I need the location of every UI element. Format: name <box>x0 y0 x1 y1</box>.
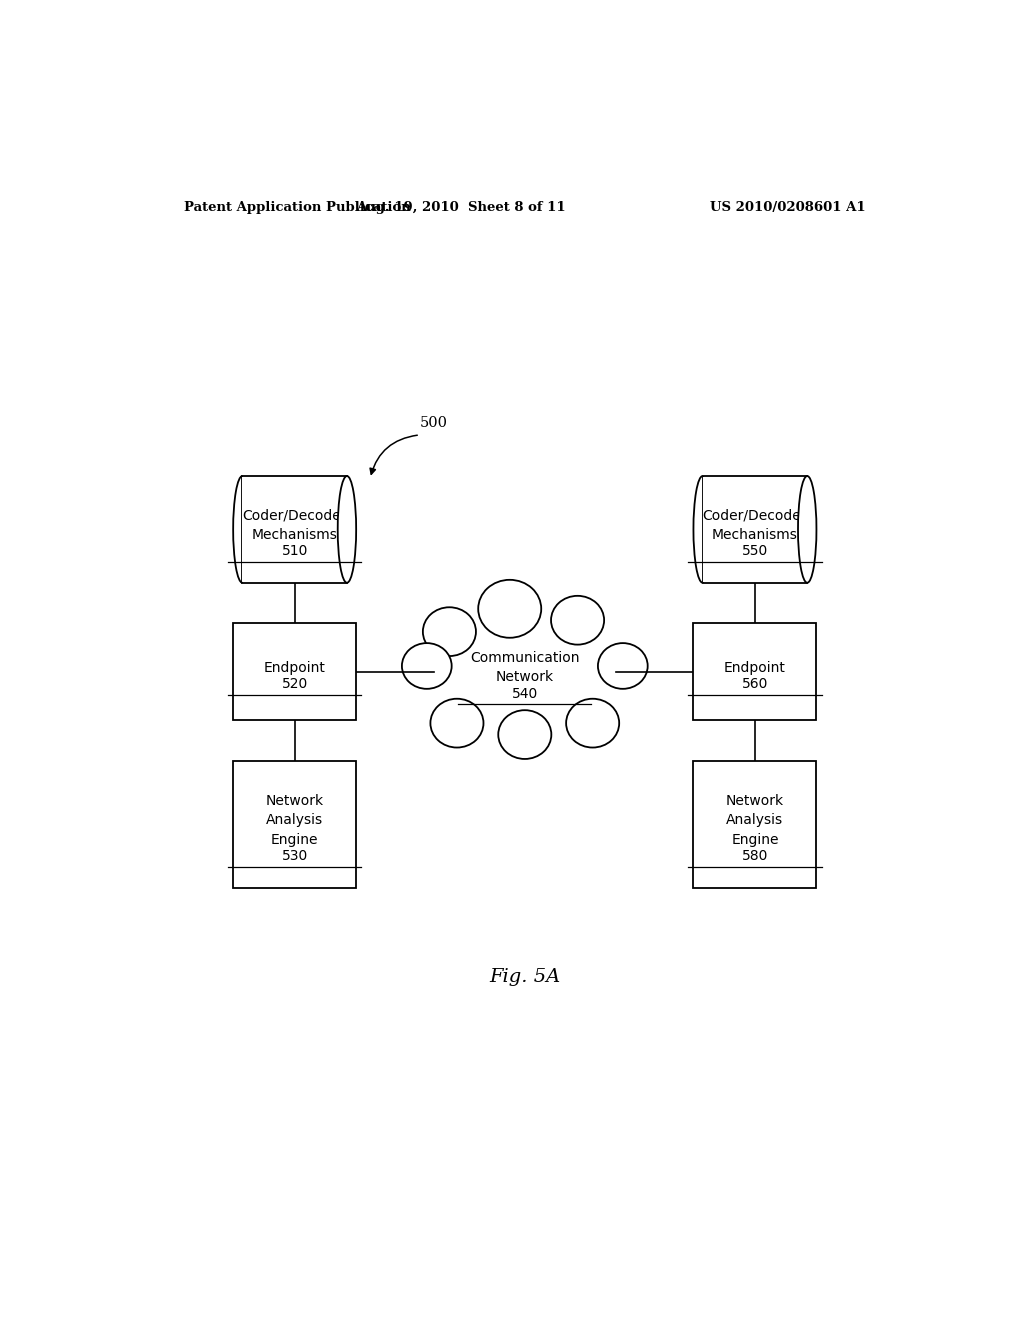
Text: US 2010/0208601 A1: US 2010/0208601 A1 <box>711 201 866 214</box>
Text: Patent Application Publication: Patent Application Publication <box>183 201 411 214</box>
Text: Engine: Engine <box>271 833 318 846</box>
Text: Endpoint: Endpoint <box>264 661 326 675</box>
Bar <box>693 623 816 719</box>
Text: Mechanisms: Mechanisms <box>712 528 798 543</box>
Text: Fig. 5A: Fig. 5A <box>489 968 560 986</box>
Text: 520: 520 <box>282 677 308 692</box>
Text: 540: 540 <box>512 686 538 701</box>
Text: Engine: Engine <box>731 833 778 846</box>
Text: Communication: Communication <box>470 651 580 665</box>
Text: Endpoint: Endpoint <box>724 661 785 675</box>
Ellipse shape <box>551 595 604 644</box>
Bar <box>233 623 356 719</box>
Bar <box>702 477 798 582</box>
Bar <box>693 760 816 887</box>
Text: Network: Network <box>265 793 324 808</box>
Bar <box>233 760 356 887</box>
Ellipse shape <box>423 607 476 656</box>
Text: 550: 550 <box>741 544 768 558</box>
Text: Network: Network <box>726 793 784 808</box>
Text: 530: 530 <box>282 849 308 863</box>
Text: Analysis: Analysis <box>266 813 324 828</box>
Text: Mechanisms: Mechanisms <box>252 528 338 543</box>
Ellipse shape <box>566 698 620 747</box>
Ellipse shape <box>430 698 483 747</box>
Text: 560: 560 <box>741 677 768 692</box>
Text: 500: 500 <box>420 416 447 430</box>
Text: Aug. 19, 2010  Sheet 8 of 11: Aug. 19, 2010 Sheet 8 of 11 <box>356 201 566 214</box>
Bar <box>243 477 338 582</box>
Ellipse shape <box>338 477 356 582</box>
Text: Network: Network <box>496 671 554 685</box>
Text: 510: 510 <box>282 544 308 558</box>
Text: Coder/Decoder: Coder/Decoder <box>702 510 807 523</box>
Text: Analysis: Analysis <box>726 813 783 828</box>
Text: Coder/Decoder: Coder/Decoder <box>243 510 347 523</box>
Ellipse shape <box>499 710 551 759</box>
Text: 580: 580 <box>741 849 768 863</box>
Ellipse shape <box>401 643 452 689</box>
Ellipse shape <box>478 579 542 638</box>
Bar <box>243 477 347 582</box>
Bar <box>702 477 807 582</box>
Ellipse shape <box>598 643 648 689</box>
Ellipse shape <box>798 477 816 582</box>
